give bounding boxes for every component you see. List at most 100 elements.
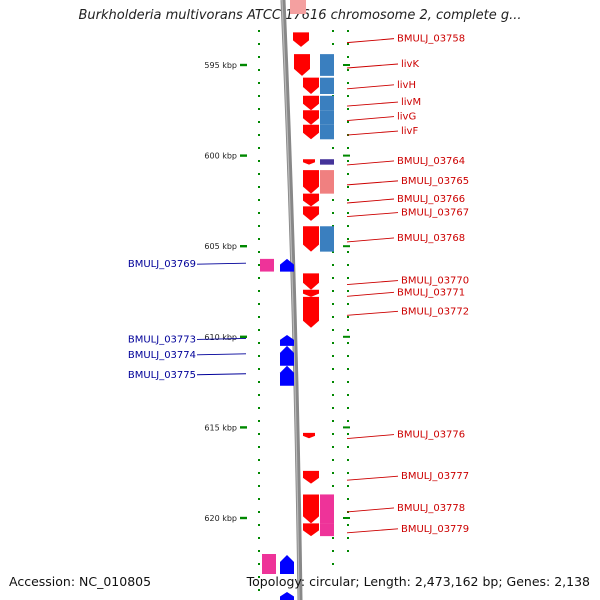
leader-line: [196, 262, 247, 265]
leader-line: [346, 180, 399, 186]
guide-dot: [347, 316, 349, 318]
guide-dot: [347, 342, 349, 344]
guide-dot: [347, 69, 349, 71]
guide-dot: [332, 407, 334, 409]
cog-block: [320, 226, 334, 252]
guide-dot: [347, 56, 349, 58]
leader-line: [346, 280, 399, 285]
guide-dot: [347, 277, 349, 279]
guide-dot: [258, 355, 260, 357]
leader-line: [346, 434, 395, 440]
guide-dot: [258, 225, 260, 227]
leader-line: [346, 507, 395, 513]
guide-dot: [347, 238, 349, 240]
guide-dot: [258, 212, 260, 214]
guide-dot: [347, 394, 349, 396]
forward-gene-arrow: [303, 296, 319, 328]
guide-dot: [332, 225, 334, 227]
forward-gene-arrow: [303, 494, 319, 524]
forward-gene-label: livG: [397, 112, 416, 123]
guide-dot: [258, 69, 260, 71]
forward-gene-label: livK: [401, 59, 419, 70]
scale-tick-mark-right: [343, 245, 350, 248]
dotted-guides: [258, 30, 349, 591]
guide-dot: [258, 251, 260, 253]
guide-dot: [347, 147, 349, 149]
cog-block: [320, 95, 334, 111]
guide-dot: [332, 277, 334, 279]
guide-dot: [332, 303, 334, 305]
scale-tick-label: 610 kbp: [204, 333, 237, 342]
forward-gene-arrow: [293, 32, 309, 47]
forward-gene-label: BMULJ_03768: [397, 233, 465, 244]
scale-tick-mark: [240, 154, 247, 157]
guide-dot: [332, 446, 334, 448]
guide-dot: [347, 225, 349, 227]
reverse-gene-label: BMULJ_03775: [128, 370, 196, 381]
guide-dot: [258, 563, 260, 565]
guide-dot: [347, 498, 349, 500]
forward-gene-arrow: [303, 273, 319, 290]
guide-dot: [258, 134, 260, 136]
guide-dot: [332, 316, 334, 318]
guide-dot: [332, 420, 334, 422]
guide-dot: [347, 251, 349, 253]
guide-dot: [332, 485, 334, 487]
guide-dot: [332, 550, 334, 552]
guide-dot: [258, 43, 260, 45]
forward-gene-label: BMULJ_03767: [401, 208, 469, 219]
guide-dot: [258, 342, 260, 344]
forward-gene-label: livF: [401, 126, 418, 137]
scale-tick-mark: [240, 63, 247, 67]
reverse-gene-arrow: [280, 345, 294, 366]
guide-dot: [332, 212, 334, 214]
leader-line: [346, 63, 399, 69]
guide-dot: [347, 303, 349, 305]
accession-text: Accession: NC_010805: [9, 574, 152, 589]
backbone-layer: [280, 0, 303, 600]
leader-line: [346, 38, 395, 44]
guide-dot: [347, 381, 349, 383]
forward-gene-label: BMULJ_03777: [401, 471, 469, 482]
guide-dot: [332, 459, 334, 461]
guide-dot: [347, 264, 349, 266]
cog-block: [260, 258, 274, 272]
guide-dot: [332, 472, 334, 474]
guide-dot: [332, 329, 334, 331]
clipped-cog-bottom: [262, 554, 276, 574]
guide-dot: [347, 537, 349, 539]
reverse-gene-label: BMULJ_03773: [128, 334, 196, 345]
guide-dot: [347, 524, 349, 526]
forward-gene-label: BMULJ_03765: [401, 176, 469, 187]
cog-block: [320, 124, 334, 140]
guide-dot: [258, 277, 260, 279]
reverse-gene-arrow: [280, 365, 294, 386]
leader-line: [196, 337, 247, 340]
guide-dot: [332, 290, 334, 292]
guide-dot: [258, 381, 260, 383]
backbone-highlight: [281, 0, 300, 600]
guide-dot: [258, 537, 260, 539]
reverse-gene-label: BMULJ_03774: [128, 350, 196, 361]
forward-gene-arrow: [303, 124, 319, 140]
guide-dot: [347, 212, 349, 214]
guide-dot: [347, 290, 349, 292]
scale-tick-mark: [240, 245, 247, 248]
forward-gene-arrow: [303, 523, 319, 537]
forward-gene-arrow: [303, 95, 319, 111]
gene-labels: BMULJ_03758 livK livH livM livG livF BMULJ_037…: [128, 34, 469, 535]
guide-dot: [332, 394, 334, 396]
guide-dot: [258, 108, 260, 110]
leader-line: [346, 116, 395, 121]
guide-dot: [347, 368, 349, 370]
guide-dot: [347, 550, 349, 552]
guide-dot: [332, 433, 334, 435]
cog-block: [320, 523, 334, 537]
guide-dot: [258, 576, 260, 578]
cog-block: [320, 494, 334, 524]
forward-gene-arrow: [303, 470, 319, 484]
cog-block: [320, 77, 334, 94]
forward-gene-arrow: [303, 170, 319, 194]
forward-gene-arrow: [303, 159, 315, 165]
scale-tick-mark: [240, 516, 247, 520]
